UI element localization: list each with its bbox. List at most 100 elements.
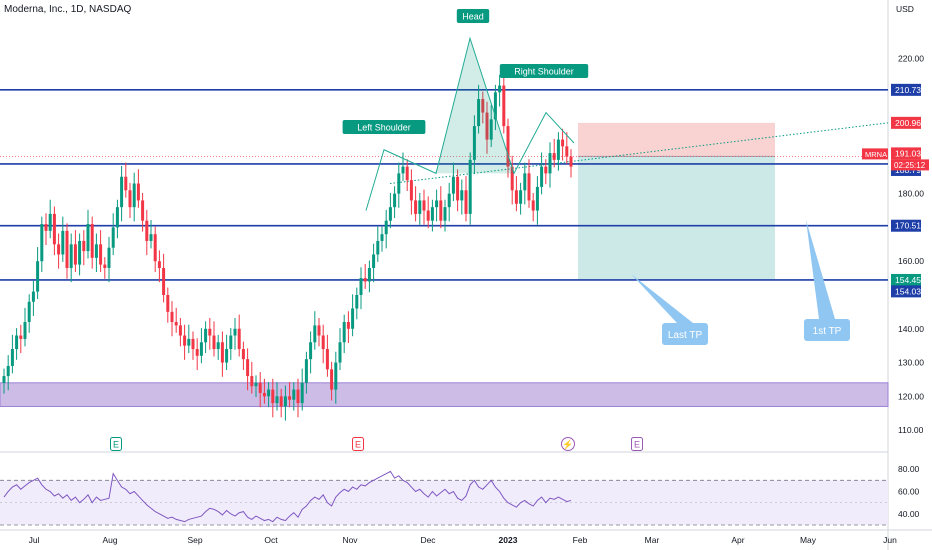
candle-body (321, 335, 325, 350)
candle-body (27, 301, 31, 323)
countdown-badge (891, 159, 929, 171)
candle (166, 287, 170, 323)
earnings-event-icon: E (631, 437, 643, 451)
time-tick-label: Aug (102, 535, 117, 545)
price-badge-target (891, 273, 921, 286)
candle (258, 372, 262, 408)
time-tick-label: Oct (264, 535, 278, 545)
candle-body (447, 193, 451, 208)
candle (292, 382, 296, 411)
candle (128, 182, 132, 218)
candle (426, 196, 430, 229)
last-tp-callout-background (662, 323, 708, 345)
candle (498, 74, 502, 107)
candle (527, 159, 531, 208)
candle (36, 247, 40, 300)
take-profit-zone (578, 156, 775, 280)
candle-body (208, 328, 212, 336)
candle (183, 324, 187, 360)
candle (430, 199, 434, 232)
candle-body (346, 322, 350, 329)
candle-body (514, 190, 518, 204)
candle (531, 192, 535, 222)
time-tick-label: Sep (187, 535, 202, 545)
candle (153, 226, 157, 273)
candle-body (363, 278, 367, 282)
candle-body (544, 166, 548, 174)
stop-loss-zone (578, 122, 775, 157)
event-marker-frame (631, 437, 643, 451)
candle (48, 199, 52, 239)
candle (52, 206, 56, 256)
candle (170, 301, 174, 337)
head-and-shoulders-outline (365, 36, 575, 211)
candle (367, 260, 371, 293)
candle (65, 223, 69, 279)
candle-body (166, 294, 170, 312)
candle-body (103, 264, 107, 268)
candle (174, 307, 178, 333)
ticker-text: MRNA (865, 150, 887, 159)
candle (355, 287, 359, 320)
candle-body (195, 349, 199, 356)
candle (548, 142, 552, 188)
head-label-background (456, 9, 490, 23)
candle-body (267, 389, 271, 397)
candle (460, 179, 464, 215)
candle (283, 385, 287, 421)
candle (384, 209, 388, 249)
candle-body (384, 220, 388, 235)
candle (321, 324, 325, 364)
candle (57, 233, 61, 269)
candle (569, 149, 573, 178)
candle-body (519, 190, 523, 204)
first-tp-callout-background (804, 319, 850, 341)
support-zone (0, 382, 889, 407)
candle (447, 182, 451, 222)
candle (145, 209, 149, 256)
candle-body (443, 207, 447, 221)
candle (23, 307, 27, 347)
candle-body (6, 365, 10, 377)
candle-body (376, 240, 380, 255)
event-marker-frame (352, 437, 364, 451)
candle (254, 375, 258, 398)
candle (510, 155, 514, 205)
right-shoulder-label-background (499, 64, 589, 78)
candle (44, 213, 48, 245)
candle-body (355, 294, 359, 309)
earnings-event-icon: E (110, 437, 122, 451)
candle (544, 159, 548, 185)
last-tp-callout-pointer (631, 274, 693, 323)
candle-body (317, 325, 321, 336)
candle-body (40, 224, 44, 262)
candle (346, 311, 350, 343)
candle-body (44, 224, 48, 231)
candle (380, 226, 384, 252)
candle-body (569, 156, 573, 167)
event-marker-ring (561, 437, 575, 451)
candle-body (334, 362, 338, 390)
price-badge-text: 210.73 (895, 85, 921, 95)
candle-body (498, 85, 502, 93)
candle (514, 176, 518, 212)
price-tick-label: 160.00 (898, 256, 924, 266)
candle-body (523, 173, 527, 191)
candle-body (477, 99, 481, 127)
candle-body (52, 213, 56, 245)
candle (237, 314, 241, 357)
candle (489, 105, 493, 148)
candle (275, 382, 279, 411)
candle (99, 230, 103, 273)
candle-body (229, 335, 233, 350)
candle (204, 321, 208, 354)
candle (199, 328, 203, 364)
candle (393, 186, 397, 218)
candle (485, 101, 489, 154)
candle (136, 169, 140, 208)
candle-body (414, 200, 418, 214)
event-marker-glyph: E (113, 440, 119, 450)
candle-body (61, 230, 65, 255)
candle-body (78, 240, 82, 265)
